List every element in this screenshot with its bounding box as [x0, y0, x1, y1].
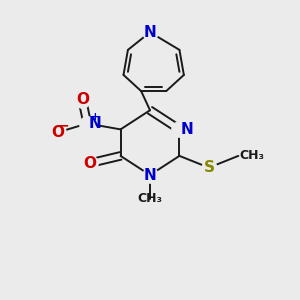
Text: CH₃: CH₃	[240, 149, 265, 162]
Text: +: +	[91, 112, 99, 122]
Text: N: N	[181, 122, 194, 137]
Text: −: −	[58, 119, 70, 133]
Text: CH₃: CH₃	[137, 192, 163, 205]
Text: N: N	[144, 167, 156, 182]
Text: N: N	[89, 116, 101, 131]
Text: S: S	[203, 160, 214, 175]
Text: O: O	[51, 125, 64, 140]
Text: O: O	[83, 156, 96, 171]
Text: O: O	[76, 92, 89, 107]
Text: N: N	[144, 25, 156, 40]
